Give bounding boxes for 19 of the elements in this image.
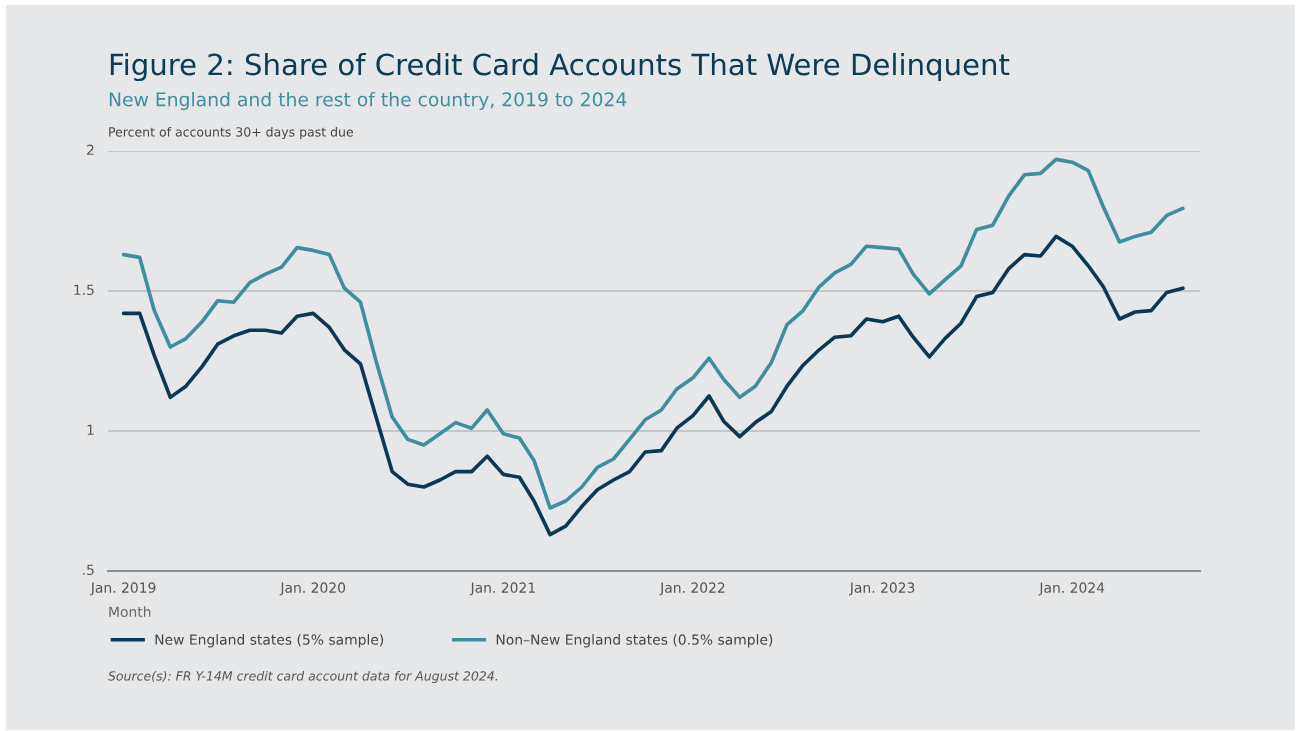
chart-title: Figure 2: Share of Credit Card Accounts That Were Delinquent [110, 52, 1010, 82]
y-tick-label: 1.5 [74, 284, 94, 296]
x-tick-label: Jan. 2021 [469, 582, 535, 596]
x-axis-title: Month [109, 606, 151, 618]
line-series [121, 234, 1185, 537]
line-series [121, 157, 1185, 510]
y-axis-title: Percent of accounts 30+ days past due [109, 126, 353, 140]
source-note: Source(s): FR Y-14M credit card account data for August 2024. [108, 670, 498, 684]
legend-label: New England states (5% sample) [155, 634, 384, 648]
y-tick-label: .5 [83, 564, 94, 576]
y-tick-label: 2 [87, 144, 94, 155]
y-tick-label: 1 [87, 424, 94, 435]
legend-label: Non–New England states (0.5% sample) [496, 634, 773, 648]
x-tick-label: Jan. 2024 [1038, 582, 1105, 596]
x-tick-label: Jan. 2019 [90, 582, 156, 596]
x-tick-label: Jan. 2022 [659, 582, 725, 596]
x-tick-label: Jan. 2023 [849, 582, 915, 596]
x-tick-label: Jan. 2020 [279, 582, 346, 596]
chart-subtitle: New England and the rest of the country, 2019 to 2024 [109, 91, 627, 111]
